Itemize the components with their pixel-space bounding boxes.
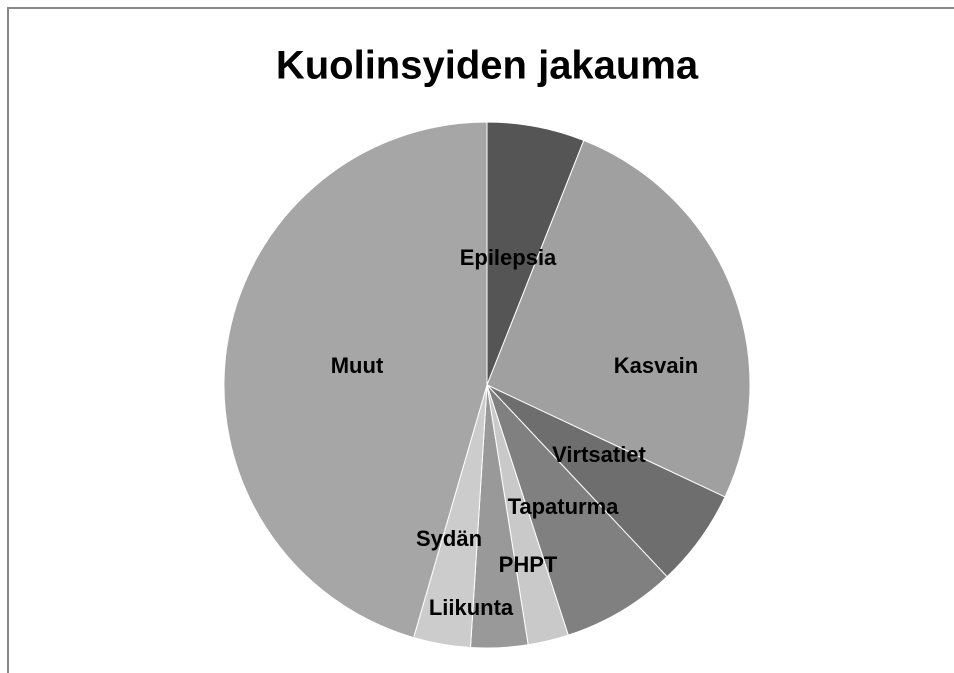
slice-label: Virtsatiet (552, 442, 646, 467)
slice-label: Epilepsia (460, 245, 557, 270)
pie-slice (223, 121, 488, 639)
slice-label: Sydän (416, 526, 482, 551)
pie-slice (486, 384, 668, 636)
slice-label: Muut (331, 353, 384, 378)
slice-label: Liikunta (429, 595, 514, 620)
pie-slice (486, 139, 751, 498)
slice-label: PHPT (499, 552, 558, 577)
labels: Epilepsia Kasvain Virtsatiet Tapaturma PHPT L… (331, 245, 698, 620)
pie (223, 121, 751, 649)
slice-label: Kasvain (614, 353, 698, 378)
chart-title: Kuolinsyiden jakauma (276, 44, 699, 88)
slice-label: Tapaturma (508, 494, 620, 519)
